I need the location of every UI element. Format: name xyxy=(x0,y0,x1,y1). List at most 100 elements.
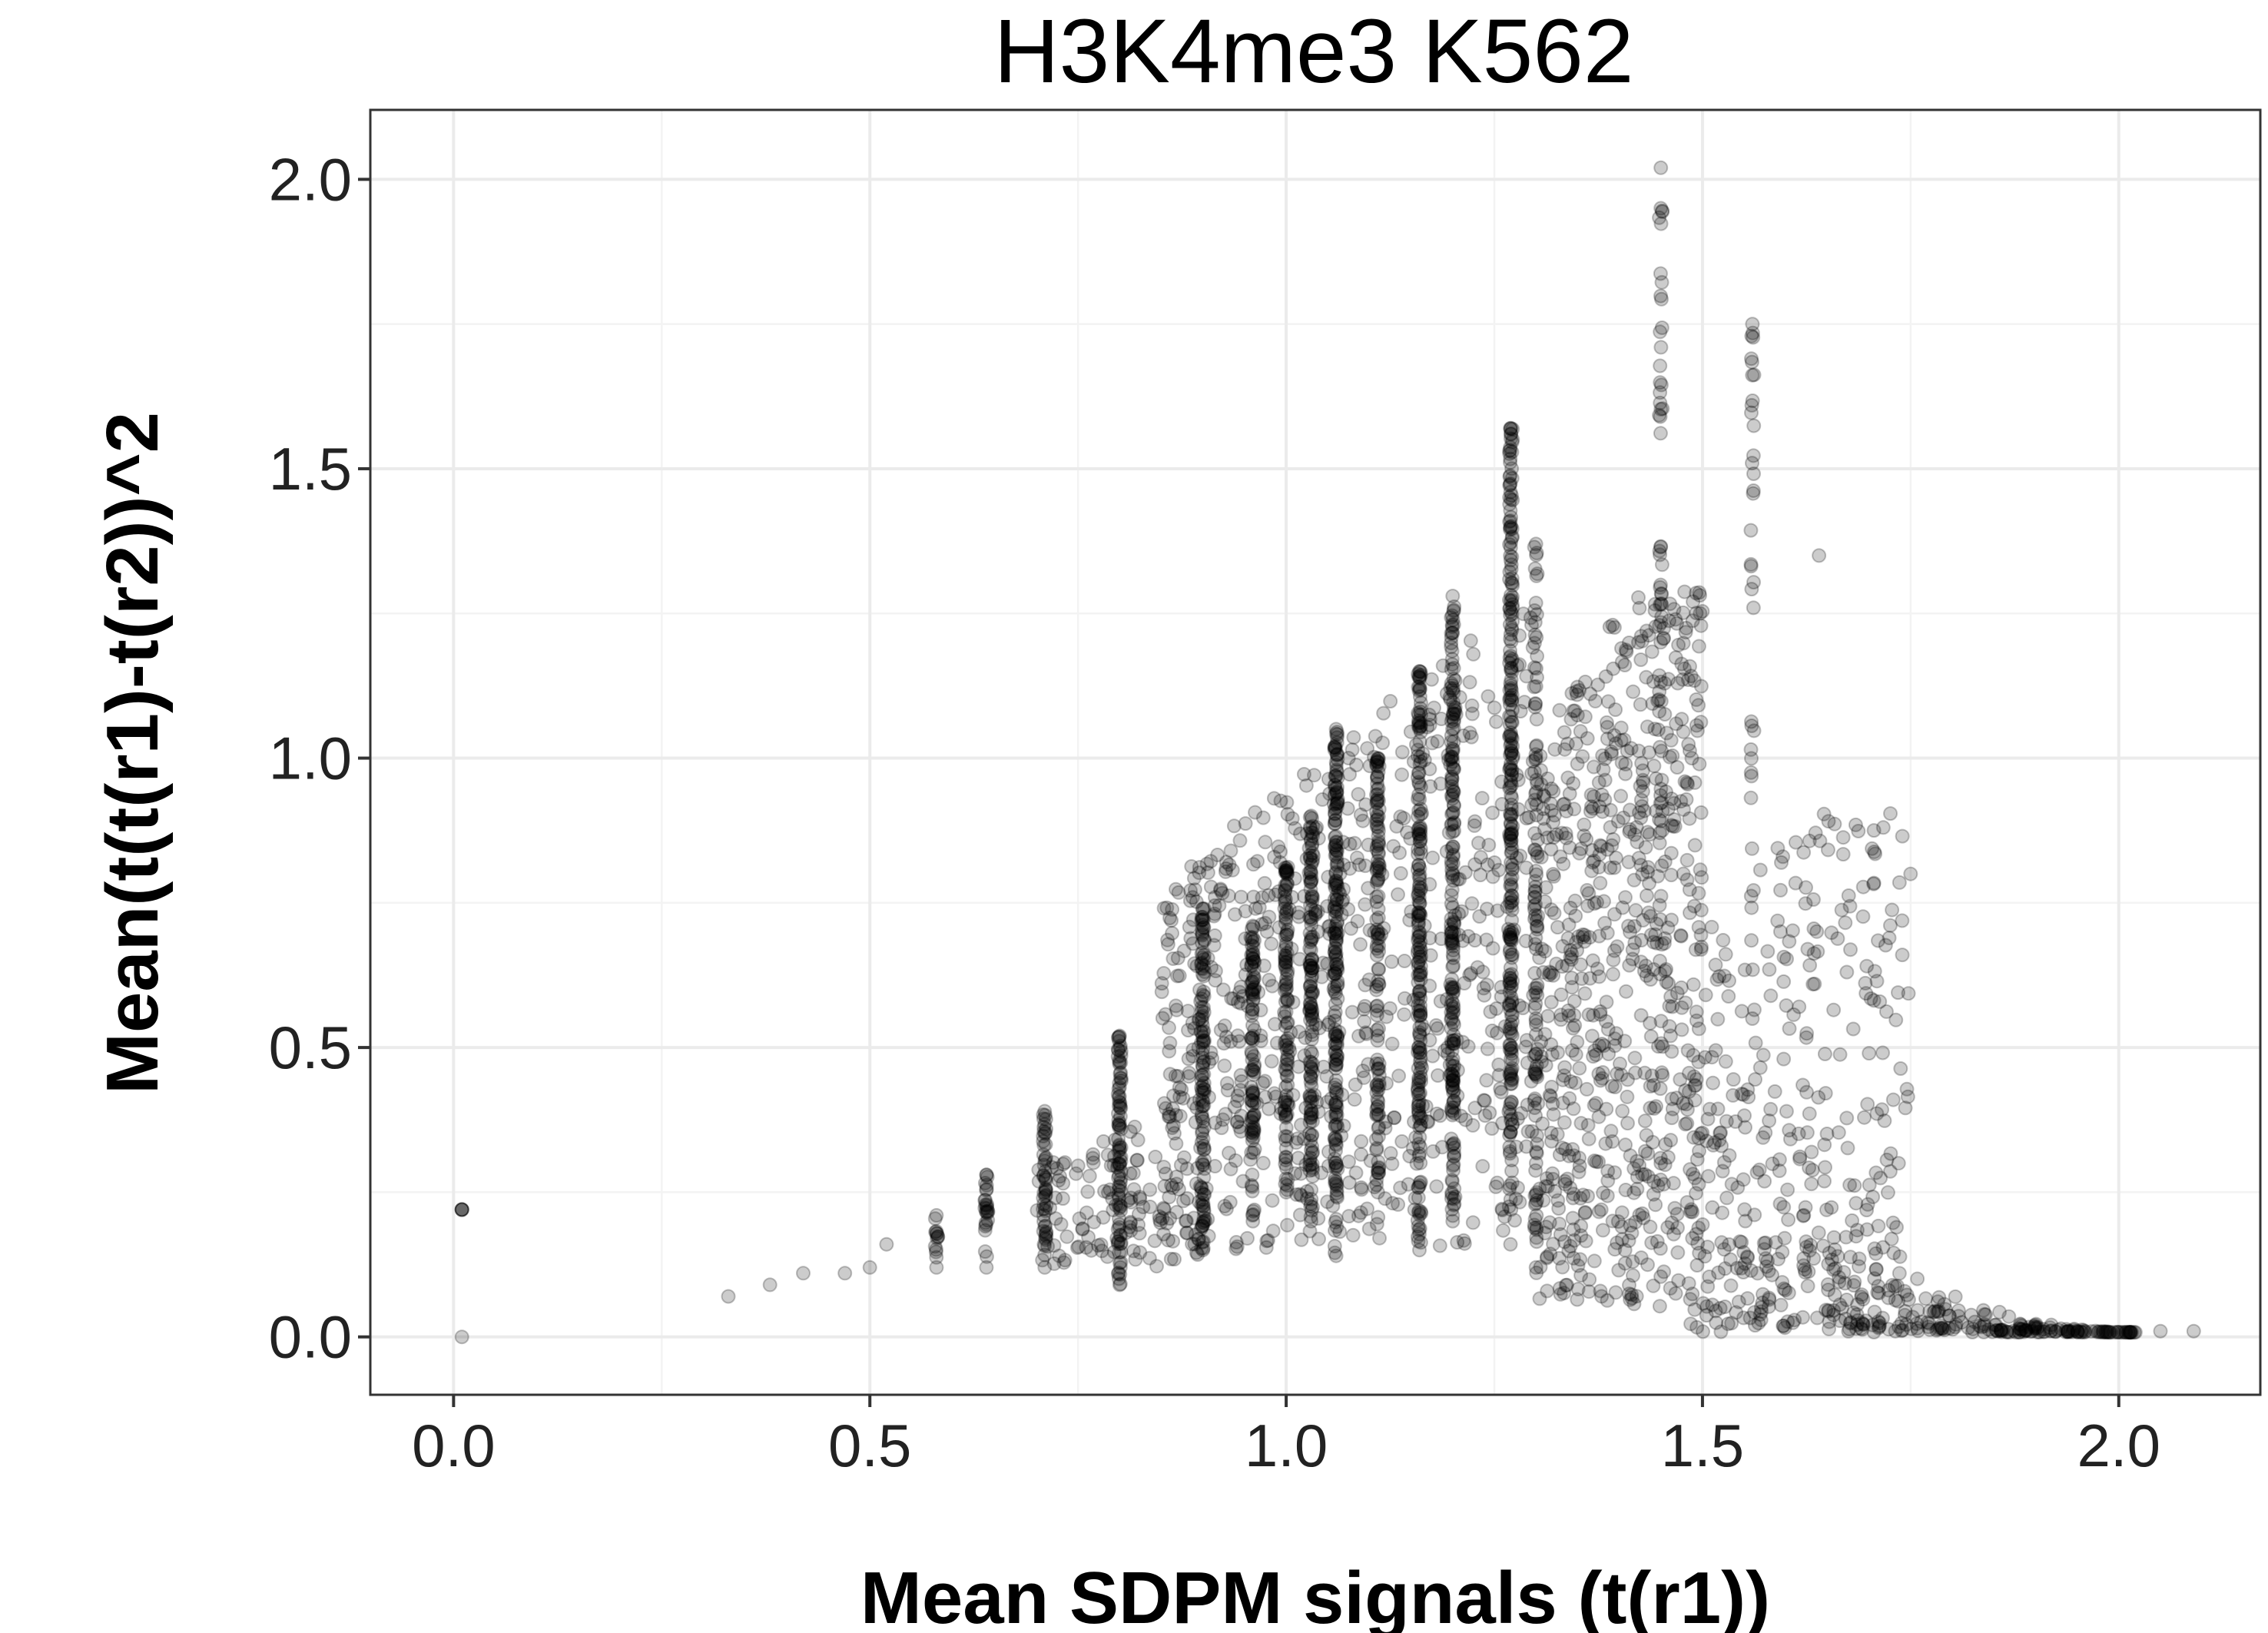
y-tick-label: 2.0 xyxy=(269,145,352,213)
data-point xyxy=(1327,966,1342,981)
data-point xyxy=(1305,1169,1321,1184)
data-point xyxy=(1039,1229,1054,1244)
data-point xyxy=(1474,791,1490,806)
data-point xyxy=(837,1266,853,1281)
data-point xyxy=(1881,1290,1896,1306)
data-point xyxy=(1196,984,1212,1000)
data-point xyxy=(1194,1025,1209,1041)
data-point xyxy=(1324,1091,1339,1107)
data-point xyxy=(1420,1114,1435,1129)
data-point xyxy=(1195,1057,1210,1073)
data-point xyxy=(1820,1277,1835,1292)
data-point xyxy=(1684,751,1699,766)
data-point xyxy=(1640,825,1656,840)
data-point xyxy=(1858,986,1874,1001)
data-point xyxy=(1328,1027,1344,1042)
data-point xyxy=(1196,1081,1212,1097)
data-point xyxy=(1328,813,1343,828)
data-point xyxy=(1737,962,1752,977)
data-point xyxy=(1093,1237,1109,1253)
data-point xyxy=(1234,889,1248,904)
data-point xyxy=(1726,1087,1741,1103)
data-point xyxy=(1403,831,1418,846)
data-point xyxy=(1195,1155,1210,1170)
data-point xyxy=(1687,775,1703,790)
data-point xyxy=(1113,1048,1129,1064)
data-point xyxy=(1608,1285,1623,1300)
data-point xyxy=(1371,1120,1386,1136)
data-point xyxy=(1195,1093,1210,1108)
data-point xyxy=(1303,996,1318,1011)
data-point xyxy=(1329,1051,1345,1067)
data-point xyxy=(1036,1208,1051,1223)
data-point xyxy=(1411,924,1427,939)
data-point xyxy=(1411,715,1427,730)
data-point xyxy=(1328,1004,1343,1020)
data-point xyxy=(1441,825,1457,841)
data-point xyxy=(1329,1057,1345,1072)
data-point xyxy=(1328,758,1344,773)
data-point xyxy=(1279,1178,1295,1193)
data-point xyxy=(1329,888,1345,903)
data-point xyxy=(1676,724,1691,739)
data-point xyxy=(1865,841,1880,856)
data-point xyxy=(1503,484,1518,500)
data-point xyxy=(1328,966,1343,981)
data-point xyxy=(1257,875,1272,891)
data-point xyxy=(1244,1044,1259,1060)
data-point xyxy=(1411,1222,1427,1237)
data-point xyxy=(1112,1140,1127,1156)
data-point xyxy=(1278,1129,1293,1144)
data-point xyxy=(1329,857,1345,872)
data-point xyxy=(1245,987,1260,1001)
data-point xyxy=(1328,848,1343,863)
data-point xyxy=(1756,1286,1770,1302)
data-point xyxy=(1328,1104,1344,1120)
data-point xyxy=(1410,1083,1425,1098)
data-point xyxy=(1278,1177,1293,1192)
data-point xyxy=(1666,1176,1681,1191)
data-point xyxy=(1443,692,1458,707)
data-point xyxy=(1329,892,1345,908)
data-point xyxy=(1826,1230,1842,1245)
data-point xyxy=(1618,756,1633,772)
data-point xyxy=(1097,1183,1112,1199)
data-point xyxy=(1327,1151,1342,1167)
data-point xyxy=(1187,1236,1202,1252)
data-point xyxy=(1278,1037,1293,1053)
data-point xyxy=(1111,1117,1126,1133)
data-point xyxy=(2014,1322,2030,1337)
data-point xyxy=(1767,1084,1782,1099)
data-point xyxy=(1888,1323,1903,1339)
data-point xyxy=(1305,1106,1320,1121)
data-point xyxy=(1196,968,1212,984)
data-point xyxy=(862,1260,877,1275)
data-point xyxy=(1039,1150,1053,1166)
data-point xyxy=(1112,1156,1127,1171)
data-point xyxy=(1693,805,1709,820)
data-point xyxy=(1302,1126,1317,1141)
data-point xyxy=(1688,942,1703,958)
data-point xyxy=(1255,1156,1271,1170)
data-point xyxy=(1371,846,1386,861)
data-point xyxy=(1627,1050,1643,1066)
data-point xyxy=(454,1202,469,1217)
data-point xyxy=(1264,936,1279,951)
data-point xyxy=(1245,1183,1260,1199)
data-point xyxy=(1497,1209,1512,1224)
data-point xyxy=(1413,1109,1428,1124)
data-point xyxy=(1038,1125,1053,1140)
data-point xyxy=(1528,1014,1544,1029)
data-point xyxy=(1280,1015,1295,1031)
data-point xyxy=(1504,420,1519,436)
data-point xyxy=(1556,856,1571,871)
data-point xyxy=(1305,836,1320,851)
data-point xyxy=(1591,775,1606,790)
data-point xyxy=(1197,1141,1212,1157)
data-point xyxy=(1371,1107,1386,1122)
data-point xyxy=(1880,1185,1895,1200)
y-tick-label: 0.0 xyxy=(269,1303,352,1371)
data-point xyxy=(1278,883,1293,898)
data-point xyxy=(1681,1276,1696,1291)
data-point xyxy=(1573,1252,1588,1267)
